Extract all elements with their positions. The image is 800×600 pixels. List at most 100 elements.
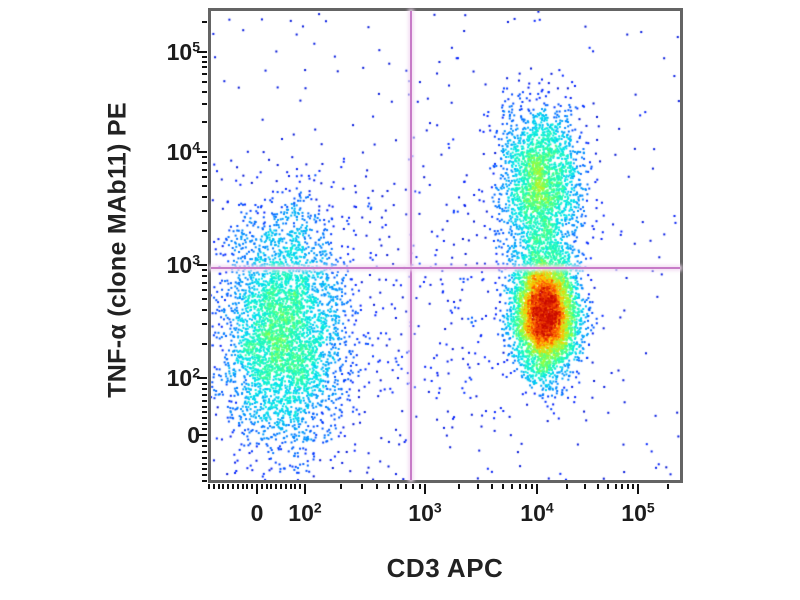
x-minor-tick-mark (236, 484, 239, 489)
x-tick-label: 102 (288, 499, 322, 526)
y-minor-tick-mark (202, 229, 207, 232)
y-minor-tick-mark (202, 168, 207, 171)
y-minor-tick-mark (202, 156, 207, 159)
y-tick-label: 102 (166, 364, 200, 391)
x-minor-tick-mark (212, 484, 215, 489)
x-minor-tick-mark (525, 484, 528, 489)
y-minor-tick-mark (202, 161, 207, 164)
y-minor-tick-mark (202, 451, 207, 454)
x-minor-tick-mark (566, 484, 569, 489)
y-minor-tick-mark (202, 473, 207, 476)
plot-area (208, 8, 683, 483)
x-minor-tick-mark (596, 484, 599, 489)
x-minor-tick-mark (502, 484, 505, 489)
x-minor-tick-mark (289, 484, 292, 489)
y-minor-tick-mark (202, 281, 207, 284)
x-minor-tick-mark (530, 484, 533, 489)
x-minor-tick-mark (222, 484, 225, 489)
y-minor-tick-mark (202, 20, 207, 23)
x-minor-tick-mark (606, 484, 609, 489)
x-minor-tick-mark (208, 484, 210, 489)
y-minor-tick-mark (202, 185, 207, 188)
x-tick-label: 0 (250, 500, 264, 526)
y-minor-tick-mark (202, 90, 207, 93)
y-minor-tick-mark (202, 394, 207, 397)
y-tick-label: 0 (187, 422, 200, 448)
x-axis-label: CD3 APC (386, 553, 504, 583)
y-minor-tick-mark (202, 195, 207, 198)
y-minor-tick-mark (202, 342, 207, 345)
x-tick-label: 105 (621, 499, 655, 526)
y-minor-tick-mark (202, 289, 207, 292)
x-minor-tick-mark (621, 484, 624, 489)
x-minor-tick-mark (227, 484, 230, 489)
x-minor-tick-mark (217, 484, 220, 489)
quadrant-gate-vertical-line (409, 11, 412, 480)
x-minor-tick-mark (260, 484, 263, 489)
x-minor-tick-mark (241, 484, 244, 489)
y-minor-tick-mark (202, 439, 207, 442)
x-minor-tick-mark (265, 484, 268, 489)
x-minor-tick-mark (477, 484, 480, 489)
y-tick-label: 105 (166, 38, 200, 65)
y-minor-tick-mark (202, 323, 207, 326)
x-minor-tick-mark (361, 484, 364, 489)
y-minor-tick-mark (202, 399, 207, 402)
y-minor-tick-mark (202, 73, 207, 76)
x-minor-tick-mark (340, 484, 343, 489)
x-minor-tick-mark (518, 484, 521, 489)
y-minor-tick-mark (202, 456, 207, 459)
y-major-tick-mark (197, 151, 207, 153)
x-minor-tick-mark (387, 484, 390, 489)
x-minor-tick-mark (614, 484, 617, 489)
y-minor-tick-mark (202, 388, 207, 391)
y-minor-tick-mark (202, 269, 207, 272)
y-minor-tick-mark (202, 422, 207, 425)
y-minor-tick-mark (202, 103, 207, 106)
y-major-tick-mark (197, 377, 207, 379)
x-minor-tick-mark (632, 484, 635, 489)
y-minor-tick-mark (202, 308, 207, 311)
y-major-tick-mark (197, 264, 207, 266)
x-minor-tick-mark (405, 484, 408, 489)
x-minor-tick-mark (246, 484, 249, 489)
x-minor-tick-mark (299, 484, 302, 489)
y-minor-tick-mark (202, 55, 207, 58)
x-minor-tick-mark (412, 484, 415, 489)
x-major-tick-mark (304, 484, 306, 494)
y-minor-tick-mark (202, 274, 207, 277)
y-minor-tick-mark (202, 479, 207, 482)
x-minor-tick-mark (275, 484, 278, 489)
y-tick-label: 104 (166, 138, 200, 165)
y-major-tick-mark (197, 434, 207, 436)
y-minor-tick-mark (202, 81, 207, 84)
x-tick-label: 103 (408, 499, 442, 526)
y-minor-tick-mark (202, 66, 207, 69)
x-major-tick-mark (536, 484, 538, 494)
x-minor-tick-mark (270, 484, 273, 489)
x-minor-tick-mark (667, 484, 670, 489)
y-minor-tick-mark (202, 298, 207, 301)
x-minor-tick-mark (251, 484, 254, 489)
x-major-tick-mark (424, 484, 426, 494)
y-minor-tick-mark (202, 445, 207, 448)
y-tick-label: 103 (166, 251, 200, 278)
y-minor-tick-mark (202, 405, 207, 408)
density-scatter-canvas (211, 11, 680, 480)
y-minor-tick-mark (202, 382, 207, 385)
x-minor-tick-mark (376, 484, 379, 489)
y-minor-tick-mark (202, 416, 207, 419)
x-minor-tick-mark (284, 484, 287, 489)
y-major-tick-mark (197, 51, 207, 53)
y-minor-tick-mark (202, 411, 207, 414)
x-tick-label: 104 (520, 499, 554, 526)
x-minor-tick-mark (491, 484, 494, 489)
x-minor-tick-mark (584, 484, 587, 489)
y-minor-tick-mark (202, 462, 207, 465)
x-minor-tick-mark (627, 484, 630, 489)
y-minor-tick-mark (202, 176, 207, 179)
y-minor-tick-mark (202, 210, 207, 213)
x-minor-tick-mark (294, 484, 297, 489)
quadrant-gate-horizontal-line (211, 266, 680, 269)
